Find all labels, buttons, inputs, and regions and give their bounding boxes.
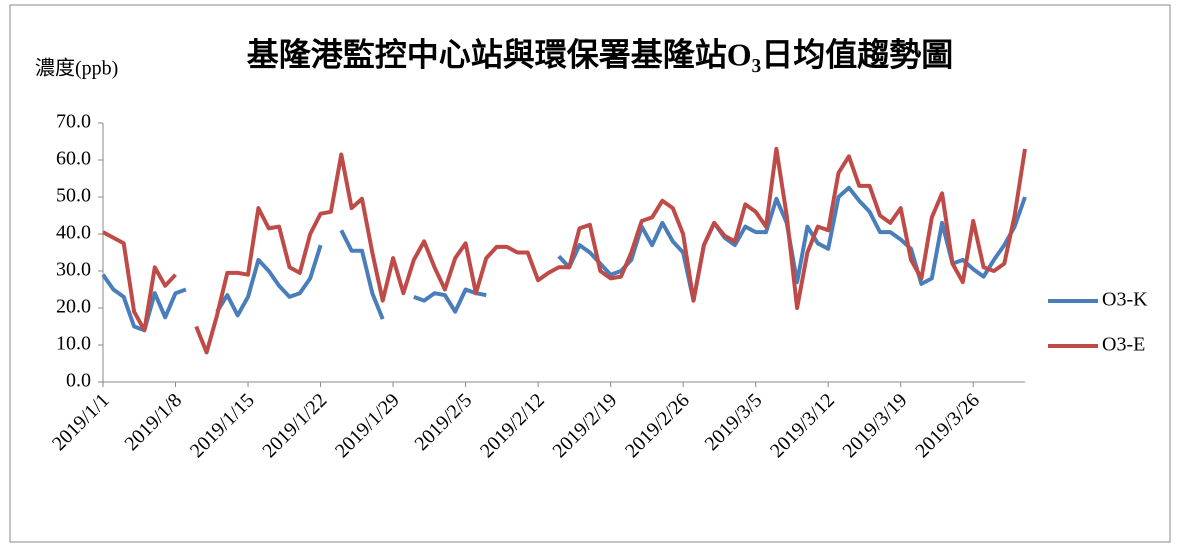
y-tick-label: 70.0 bbox=[56, 111, 91, 133]
y-tick-label: 0.0 bbox=[66, 370, 91, 392]
y-axis-label: 濃度(ppb) bbox=[35, 57, 118, 80]
y-tick-label: 60.0 bbox=[56, 148, 91, 170]
chart-border bbox=[9, 4, 1171, 543]
legend-label: O3-E bbox=[1102, 334, 1145, 356]
legend-label: O3-K bbox=[1102, 289, 1148, 311]
line-series bbox=[102, 146, 1027, 355]
y-tick-label: 40.0 bbox=[56, 222, 91, 244]
chart-title: 基隆港監控中心站與環保署基隆站O₃日均值趨勢圖 bbox=[247, 36, 954, 72]
y-tick-label: 10.0 bbox=[56, 333, 91, 355]
y-tick-label: 20.0 bbox=[56, 296, 91, 318]
y-tick-label: 30.0 bbox=[56, 259, 91, 281]
y-tick-label: 50.0 bbox=[56, 185, 91, 207]
